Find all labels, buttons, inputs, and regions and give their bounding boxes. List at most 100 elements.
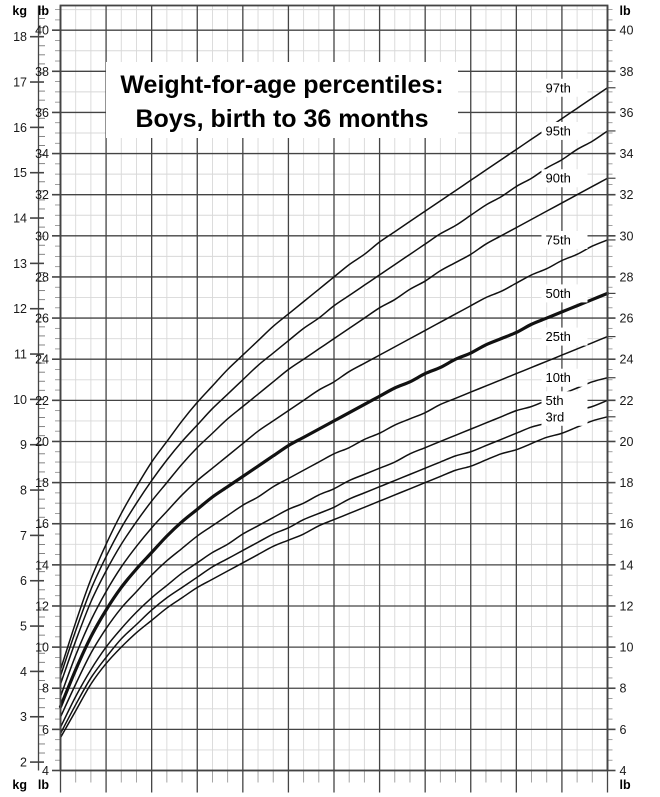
chart-title-group: Weight-for-age percentiles: Boys, birth t… — [106, 62, 458, 138]
lb-tick-label-right: 22 — [620, 394, 634, 408]
kg-tick-label: 11 — [14, 348, 27, 362]
lb-tick-label-right: 16 — [620, 517, 634, 531]
chart-subtitle: Boys, birth to 36 months — [135, 105, 428, 133]
percentile-label-bg-3rd — [541, 407, 588, 426]
lb-tick-label-right: 26 — [620, 312, 634, 326]
lb-tick-label-left: 18 — [35, 476, 49, 490]
percentile-curve-50th — [58, 291, 610, 709]
percentile-label-95th: 95th — [546, 123, 571, 138]
lb-tick-label-left: 34 — [35, 147, 49, 161]
kg-tick-label: 13 — [13, 257, 27, 271]
percentile-curve-97th — [59, 87, 609, 671]
lb-header-top-right: lb — [620, 4, 631, 18]
plot-frame — [59, 4, 609, 772]
lb-tick-label-left: 16 — [35, 517, 49, 531]
lb-tick-label-left: 20 — [35, 435, 49, 449]
lb-tick-label-left: 10 — [35, 641, 49, 655]
percentile-curve-10th — [59, 376, 609, 729]
lb-tick-label-right: 18 — [620, 476, 634, 490]
lb-tick-label-left: 28 — [35, 270, 49, 284]
chart-title: Weight-for-age percentiles: — [120, 71, 443, 99]
left-axis: 2345678910111213141516171846810121416182… — [12, 4, 62, 792]
lb-tick-label-left: 40 — [35, 24, 49, 38]
kg-tick-label: 7 — [20, 529, 27, 543]
kg-header-bottom: kg — [12, 778, 27, 792]
percentile-label-bg-25th — [541, 327, 588, 346]
kg-header-top: kg — [12, 4, 27, 18]
lb-tick-label-right: 10 — [620, 641, 634, 655]
kg-tick-label: 5 — [20, 620, 27, 634]
percentile-label-bg-95th — [541, 121, 588, 140]
lb-tick-label-right: 38 — [620, 65, 634, 79]
lb-tick-label-right: 8 — [620, 682, 627, 696]
kg-tick-label: 4 — [20, 665, 27, 679]
percentile-label-90th: 90th — [546, 171, 571, 186]
percentile-label-bg-10th — [541, 368, 588, 387]
percentile-label-bg-97th — [541, 78, 588, 97]
percentile-curve-90th — [59, 177, 609, 685]
percentile-curve-95th — [59, 130, 609, 677]
lb-tick-label-left: 4 — [42, 764, 49, 778]
percentile-curve-3rd — [59, 416, 609, 739]
percentile-label-50th: 50th — [546, 286, 571, 301]
kg-tick-label: 2 — [20, 756, 27, 770]
lb-header-bottom-right: lb — [620, 778, 631, 792]
percentile-label-3rd: 3rd — [546, 409, 565, 424]
lb-tick-label-right: 40 — [620, 24, 634, 38]
kg-tick-label: 12 — [13, 302, 27, 316]
lb-tick-label-right: 24 — [620, 353, 634, 367]
percentile-label-bg-50th — [541, 284, 588, 303]
kg-tick-label: 10 — [13, 393, 27, 407]
percentile-curves — [58, 87, 610, 739]
title-backdrop — [106, 62, 458, 138]
percentile-label-bg-90th — [541, 169, 588, 188]
lb-tick-label-left: 36 — [35, 106, 49, 120]
kg-tick-label: 9 — [20, 438, 27, 452]
percentile-curve-25th — [59, 335, 609, 718]
lb-tick-label-right: 4 — [620, 764, 627, 778]
kg-tick-label: 8 — [20, 484, 27, 498]
percentile-curve-5th — [59, 399, 609, 735]
kg-tick-label: 6 — [20, 574, 27, 588]
lb-tick-label-right: 6 — [620, 723, 627, 737]
lb-tick-label-left: 12 — [35, 599, 49, 613]
lb-tick-label-right: 32 — [620, 188, 634, 202]
lb-tick-label-left: 30 — [35, 229, 49, 243]
kg-tick-label: 18 — [13, 30, 27, 44]
lb-tick-label-left: 26 — [35, 312, 49, 326]
lb-tick-label-right: 20 — [620, 435, 634, 449]
kg-tick-label: 17 — [13, 76, 27, 90]
lb-tick-label-left: 32 — [35, 188, 49, 202]
percentile-label-25th: 25th — [546, 329, 571, 344]
lb-tick-label-right: 28 — [620, 270, 634, 284]
lb-tick-label-right: 36 — [620, 106, 634, 120]
lb-tick-label-left: 8 — [42, 682, 49, 696]
percentile-label-5th: 5th — [546, 393, 564, 408]
percentile-label-10th: 10th — [546, 370, 571, 385]
lb-tick-label-left: 6 — [42, 723, 49, 737]
lb-tick-label-left: 22 — [35, 394, 49, 408]
percentile-label-bg-75th — [541, 230, 588, 249]
percentile-curve-75th — [59, 239, 609, 698]
percentile-label-75th: 75th — [546, 232, 571, 247]
plot-border — [59, 4, 609, 772]
lb-tick-label-left: 14 — [35, 558, 49, 572]
lb-tick-label-right: 14 — [620, 558, 634, 572]
percentile-label-bg-5th — [541, 391, 588, 410]
lb-tick-label-left: 38 — [35, 65, 49, 79]
lb-tick-label-right: 12 — [620, 599, 634, 613]
kg-tick-label: 16 — [13, 121, 27, 135]
kg-tick-label: 14 — [13, 212, 27, 226]
lb-header-bottom-left: lb — [38, 778, 49, 792]
percentile-label-97th: 97th — [546, 80, 571, 95]
bottom-axis — [59, 770, 609, 793]
lb-tick-label-right: 30 — [620, 229, 634, 243]
lb-tick-label-left: 24 — [35, 353, 49, 367]
lb-header-top-left: lb — [38, 4, 49, 18]
kg-tick-label: 15 — [13, 166, 27, 180]
lb-tick-label-right: 34 — [620, 147, 634, 161]
kg-tick-label: 3 — [20, 710, 27, 724]
